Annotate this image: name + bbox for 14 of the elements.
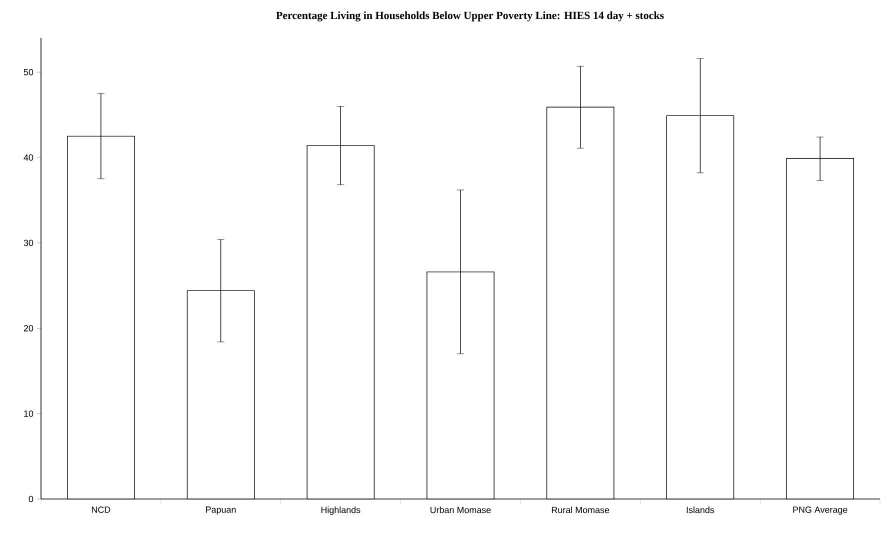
chart-title: Percentage Living in Households Below Upper Poverty Line: HIES 14 day + stocks [276, 11, 664, 22]
y-tick-label: 0 [28, 496, 34, 502]
x-tick-label: Papuan [206, 506, 236, 515]
x-tick-label: Rural Momase [552, 506, 610, 514]
y-tick-label: 40 [24, 154, 34, 161]
y-tick-label: 10 [24, 410, 34, 417]
x-tick-label: Highlands [321, 506, 360, 515]
y-tick-label: 50 [24, 68, 34, 76]
x-tick-label: NCD [92, 506, 110, 513]
x-tick-label: PNG Average [793, 506, 848, 515]
y-tick-label: 20 [24, 325, 34, 332]
x-tick-label: Islands [686, 506, 714, 514]
x-tick-label: Urban Momase [430, 506, 491, 514]
y-tick-label: 30 [24, 240, 34, 246]
